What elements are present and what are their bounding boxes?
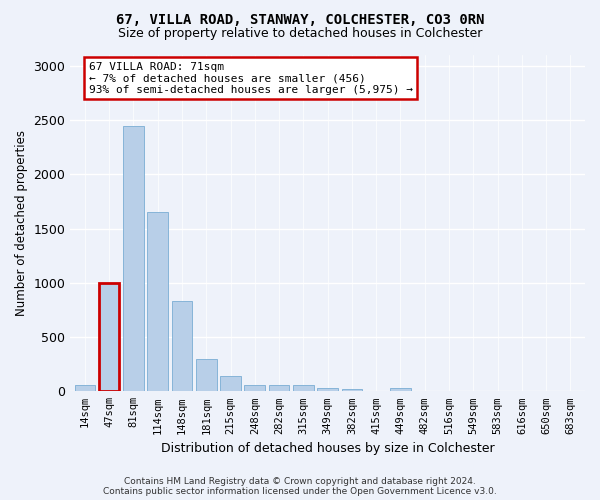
Bar (172, 302, 192, 392)
Text: 67 VILLA ROAD: 71sqm
← 7% of detached houses are smaller (456)
93% of semi-detac: 67 VILLA ROAD: 71sqm ← 7% of detached ho… (89, 62, 413, 94)
Bar (148, 212, 168, 392)
Y-axis label: Number of detached properties: Number of detached properties (15, 130, 28, 316)
Bar (317, 388, 338, 392)
Bar (123, 126, 144, 392)
Bar (390, 388, 411, 392)
Bar (244, 386, 265, 392)
X-axis label: Distribution of detached houses by size in Colchester: Distribution of detached houses by size … (161, 442, 494, 455)
Bar (220, 376, 241, 392)
Bar (341, 388, 362, 392)
Text: Contains HM Land Registry data © Crown copyright and database right 2024.
Contai: Contains HM Land Registry data © Crown c… (103, 476, 497, 496)
Bar (99, 283, 119, 392)
Bar (269, 386, 289, 392)
Text: 67, VILLA ROAD, STANWAY, COLCHESTER, CO3 0RN: 67, VILLA ROAD, STANWAY, COLCHESTER, CO3… (116, 12, 484, 26)
Bar (196, 359, 217, 392)
Bar (293, 386, 314, 392)
Bar (74, 385, 95, 392)
Text: Size of property relative to detached houses in Colchester: Size of property relative to detached ho… (118, 28, 482, 40)
